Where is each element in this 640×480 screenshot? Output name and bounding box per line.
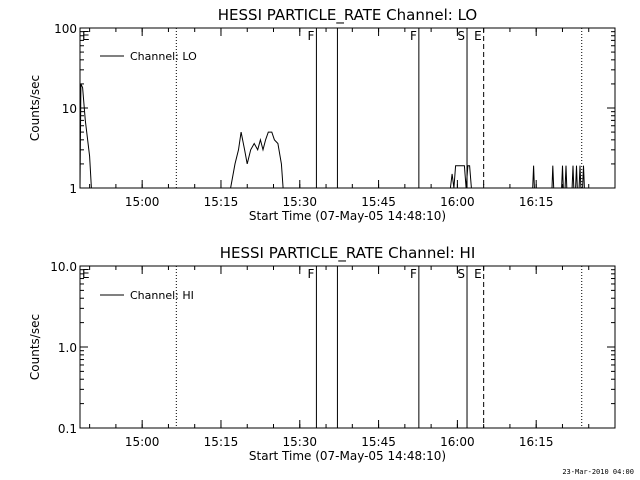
x-axis-label: Start Time (07-May-05 14:48:10) (249, 449, 446, 463)
series-line (449, 165, 472, 189)
event-marker-label: E (474, 29, 482, 43)
y-tick-label: 1.0 (58, 341, 77, 355)
series-line (561, 165, 568, 189)
y-tick-label: 1 (69, 182, 77, 196)
series-line (551, 165, 555, 189)
x-tick-label: 15:15 (204, 195, 239, 209)
x-axis-label: Start Time (07-May-05 14:48:10) (249, 209, 446, 223)
x-tick-label: 16:15 (519, 435, 554, 449)
series-line (571, 165, 585, 189)
event-marker-label: S (457, 267, 465, 281)
x-tick-label: 15:15 (204, 435, 239, 449)
legend-label: Channel: HI (130, 289, 194, 302)
x-tick-label: 15:45 (361, 195, 396, 209)
chart-panel-2: HESSI PARTICLE_RATE Channel: HI 15:00 15:1… (28, 244, 616, 463)
y-axis-label: Counts/sec (28, 75, 42, 141)
corner-label: E (82, 29, 90, 43)
event-marker-label: E (474, 267, 482, 281)
event-marker-label: F (410, 29, 417, 43)
timestamp: 23-Mar-2010 04:00 (562, 468, 634, 476)
event-marker-label: F (308, 267, 315, 281)
x-tick-label: 15:00 (125, 195, 160, 209)
chart-title: HESSI PARTICLE_RATE Channel: HI (220, 244, 476, 263)
series-line (79, 83, 92, 189)
x-tick-label: 15:45 (361, 435, 396, 449)
y-tick-label: 10.0 (50, 260, 77, 274)
x-tick-label: 15:30 (282, 195, 317, 209)
event-marker-label: S (457, 29, 465, 43)
y-tick-label: 10 (62, 102, 77, 116)
corner-label: E (82, 267, 90, 281)
event-marker-label: F (410, 267, 417, 281)
x-tick-label: 15:00 (125, 435, 160, 449)
chart-panel-1: HESSI PARTICLE_RATE Channel: LO 15:00 15:1… (28, 6, 616, 223)
series-line (532, 165, 535, 189)
series-line (230, 131, 284, 189)
y-tick-label: 0.1 (58, 422, 77, 436)
x-tick-label: 16:00 (440, 195, 475, 209)
x-tick-label: 16:00 (440, 435, 475, 449)
legend-label: Channel: LO (130, 50, 197, 63)
x-tick-label: 15:30 (282, 435, 317, 449)
y-axis-label: Counts/sec (28, 314, 42, 380)
chart-title: HESSI PARTICLE_RATE Channel: LO (218, 6, 477, 25)
x-tick-label: 16:15 (519, 195, 554, 209)
event-marker-label: F (308, 29, 315, 43)
y-tick-label: 100 (54, 22, 77, 36)
